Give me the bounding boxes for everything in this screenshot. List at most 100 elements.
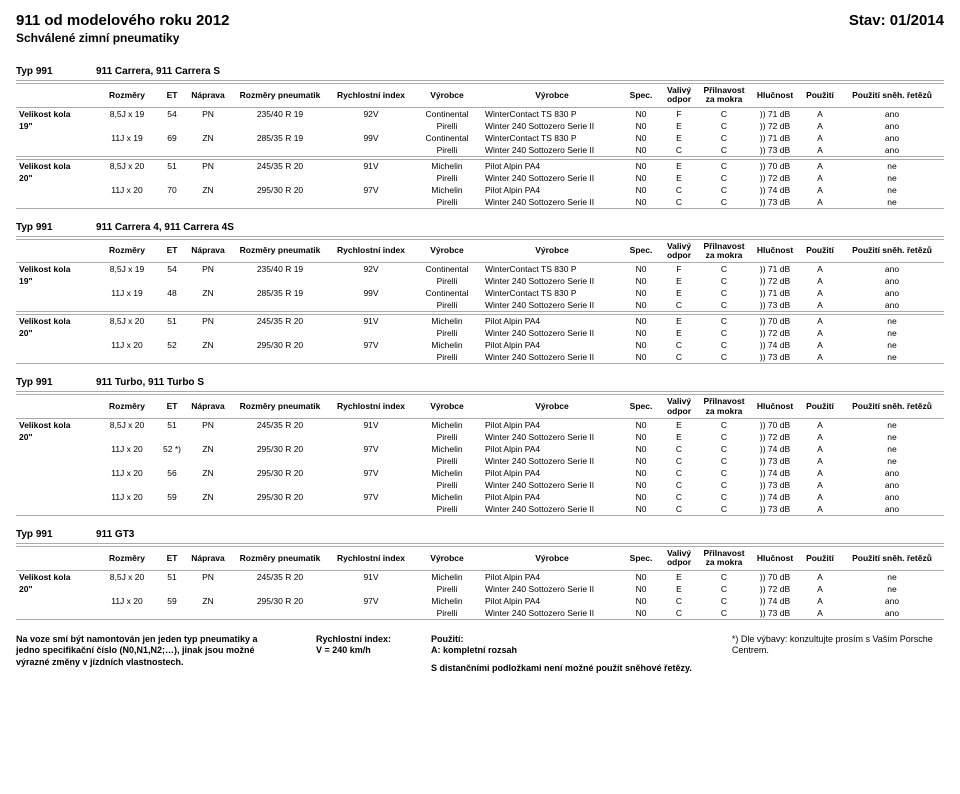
cell: C <box>660 299 698 312</box>
cell: 54 <box>158 107 186 120</box>
table-row: 20"PirelliWinter 240 Sottozero Serie IIN… <box>16 431 944 443</box>
cell: Pirelli <box>412 455 482 467</box>
cell: 8,5J x 19 <box>96 107 158 120</box>
cell: 51 <box>158 570 186 583</box>
cell: C <box>660 503 698 516</box>
cell: 8,5J x 19 <box>96 263 158 276</box>
table-row: Velikost kola8,5J x 2051PN245/35 R 2091V… <box>16 315 944 328</box>
cell: A <box>800 503 840 516</box>
cell: A <box>800 299 840 312</box>
wheel-size-value: 20" <box>16 431 96 443</box>
cell: Michelin <box>412 339 482 351</box>
cell: Pilot Alpin PA4 <box>482 315 622 328</box>
cell: Winter 240 Sottozero Serie II <box>482 172 622 184</box>
table-row: PirelliWinter 240 Sottozero Serie IIN0CC… <box>16 299 944 312</box>
cell: Pirelli <box>412 196 482 209</box>
cell: N0 <box>622 339 660 351</box>
footer-note-1: Na voze smí být namontován jen jeden typ… <box>16 634 276 675</box>
cell: C <box>698 184 750 196</box>
cell: A <box>800 467 840 479</box>
cell: Continental <box>412 287 482 299</box>
cell: N0 <box>622 431 660 443</box>
cell: Pirelli <box>412 144 482 157</box>
cell: A <box>800 172 840 184</box>
model-name: 911 Carrera 4, 911 Carrera 4S <box>96 222 234 233</box>
cell: ne <box>840 583 944 595</box>
cell: A <box>800 607 840 620</box>
cell <box>186 196 230 209</box>
cell: 8,5J x 20 <box>96 419 158 432</box>
cell: PN <box>186 107 230 120</box>
cell: Pirelli <box>412 479 482 491</box>
section-label: Typ 991911 Carrera 4, 911 Carrera 4S <box>16 219 944 237</box>
table-row: Velikost kola8,5J x 2051PN245/35 R 2091V… <box>16 419 944 432</box>
cell: A <box>800 583 840 595</box>
cell: A <box>800 184 840 196</box>
cell: N0 <box>622 196 660 209</box>
cell: Winter 240 Sottozero Serie II <box>482 327 622 339</box>
cell: )) 74 dB <box>750 491 800 503</box>
model-name: 911 Carrera, 911 Carrera S <box>96 66 220 77</box>
cell: 245/35 R 20 <box>230 315 330 328</box>
cell: E <box>660 120 698 132</box>
cell: )) 72 dB <box>750 431 800 443</box>
footer-speed-value: V = 240 km/h <box>316 645 391 657</box>
cell <box>158 583 186 595</box>
wheel-size-value: 20" <box>16 172 96 184</box>
cell: C <box>698 327 750 339</box>
cell: C <box>698 315 750 328</box>
cell: ne <box>840 315 944 328</box>
cell: 8,5J x 20 <box>96 315 158 328</box>
cell: 52 *) <box>158 443 186 455</box>
table-row: 11J x 1969ZN285/35 R 1999VContinentalWin… <box>16 132 944 144</box>
cell: Michelin <box>412 467 482 479</box>
cell: C <box>698 491 750 503</box>
cell: C <box>698 287 750 299</box>
wheel-size-label: Velikost kola <box>16 419 96 432</box>
cell <box>186 607 230 620</box>
cell: A <box>800 431 840 443</box>
cell: )) 73 dB <box>750 351 800 364</box>
cell: )) 74 dB <box>750 467 800 479</box>
cell <box>158 275 186 287</box>
section-label: Typ 991911 GT3 <box>16 526 944 544</box>
cell: Pilot Alpin PA4 <box>482 184 622 196</box>
cell: )) 73 dB <box>750 455 800 467</box>
wheel-size-label: Velikost kola <box>16 570 96 583</box>
cell: ZN <box>186 467 230 479</box>
cell: ano <box>840 607 944 620</box>
wheel-size-value: 19" <box>16 275 96 287</box>
cell: 11J x 20 <box>96 467 158 479</box>
cell: N0 <box>622 327 660 339</box>
wheel-size-label: Velikost kola <box>16 263 96 276</box>
cell: Michelin <box>412 159 482 172</box>
cell: ano <box>840 595 944 607</box>
cell: WinterContact TS 830 P <box>482 263 622 276</box>
cell <box>186 479 230 491</box>
table-row: PirelliWinter 240 Sottozero Serie IIN0CC… <box>16 351 944 364</box>
table-row: 11J x 2052ZN295/30 R 2097VMichelinPilot … <box>16 339 944 351</box>
cell: F <box>660 263 698 276</box>
cell: Winter 240 Sottozero Serie II <box>482 351 622 364</box>
cell: C <box>660 491 698 503</box>
cell: )) 73 dB <box>750 607 800 620</box>
cell: 59 <box>158 595 186 607</box>
cell: Winter 240 Sottozero Serie II <box>482 120 622 132</box>
cell: A <box>800 275 840 287</box>
cell: ZN <box>186 491 230 503</box>
cell: N0 <box>622 479 660 491</box>
cell: Pirelli <box>412 607 482 620</box>
cell: )) 71 dB <box>750 132 800 144</box>
cell <box>158 327 186 339</box>
cell: PN <box>186 419 230 432</box>
cell: Winter 240 Sottozero Serie II <box>482 275 622 287</box>
cell: ZN <box>186 339 230 351</box>
cell <box>230 583 330 595</box>
cell: Winter 240 Sottozero Serie II <box>482 299 622 312</box>
cell: A <box>800 159 840 172</box>
cell <box>158 120 186 132</box>
tire-table: Rozměry ET Náprava Rozměry pneumatik Ryc… <box>16 83 944 157</box>
cell: 48 <box>158 287 186 299</box>
cell: N0 <box>622 419 660 432</box>
cell: C <box>660 196 698 209</box>
